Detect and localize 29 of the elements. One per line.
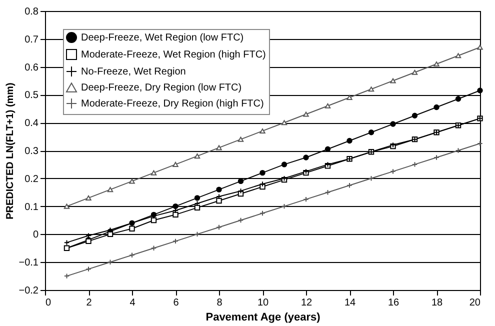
y-tick-label: 0.4 bbox=[24, 118, 39, 130]
x-axis-title: Pavement Age (years) bbox=[206, 312, 321, 324]
y-axis-title: PREDICTED LN(FLT+1) (mm) bbox=[4, 82, 16, 220]
y-tick-label: 0.8 bbox=[24, 6, 39, 18]
y-tick-label: −0.2 bbox=[18, 286, 39, 296]
y-tick-label: 0.3 bbox=[24, 146, 39, 157]
y-tick-label: 0.6 bbox=[24, 62, 39, 74]
y-tick-label: 0.1 bbox=[24, 202, 39, 213]
x-tick-label: 12 bbox=[300, 298, 312, 308]
legend-label: Moderate-Freeze, Wet Region (high FTC) bbox=[81, 50, 266, 60]
x-tick-label: 8 bbox=[216, 298, 223, 308]
legend-label: Moderate-Freeze, Dry Region (high FTC) bbox=[81, 98, 264, 110]
x-tick-label: 4 bbox=[130, 298, 136, 308]
legend-label: No-Freeze, Wet Region bbox=[81, 66, 186, 78]
x-tick-label: 2 bbox=[86, 298, 92, 308]
x-tick-label: 6 bbox=[173, 298, 180, 308]
y-tick-label: 0.2 bbox=[24, 174, 39, 185]
x-tick-label: 10 bbox=[257, 298, 269, 308]
x-tick-label: 20 bbox=[469, 298, 481, 308]
x-tick-label: 18 bbox=[431, 298, 443, 308]
x-tick-label: 0 bbox=[46, 298, 52, 308]
legend-label: Deep-Freeze, Dry Region (low FTC) bbox=[81, 82, 242, 94]
y-tick-label: 0.5 bbox=[24, 90, 39, 102]
x-tick-label: 14 bbox=[344, 298, 356, 308]
legend-label: Deep-Freeze, Wet Region (low FTC) bbox=[81, 32, 244, 44]
y-tick-label: −0.1 bbox=[18, 258, 39, 269]
y-tick-label: 0 bbox=[32, 230, 39, 241]
y-tick-label: 0.7 bbox=[24, 34, 39, 46]
x-tick-label: 16 bbox=[388, 298, 400, 308]
